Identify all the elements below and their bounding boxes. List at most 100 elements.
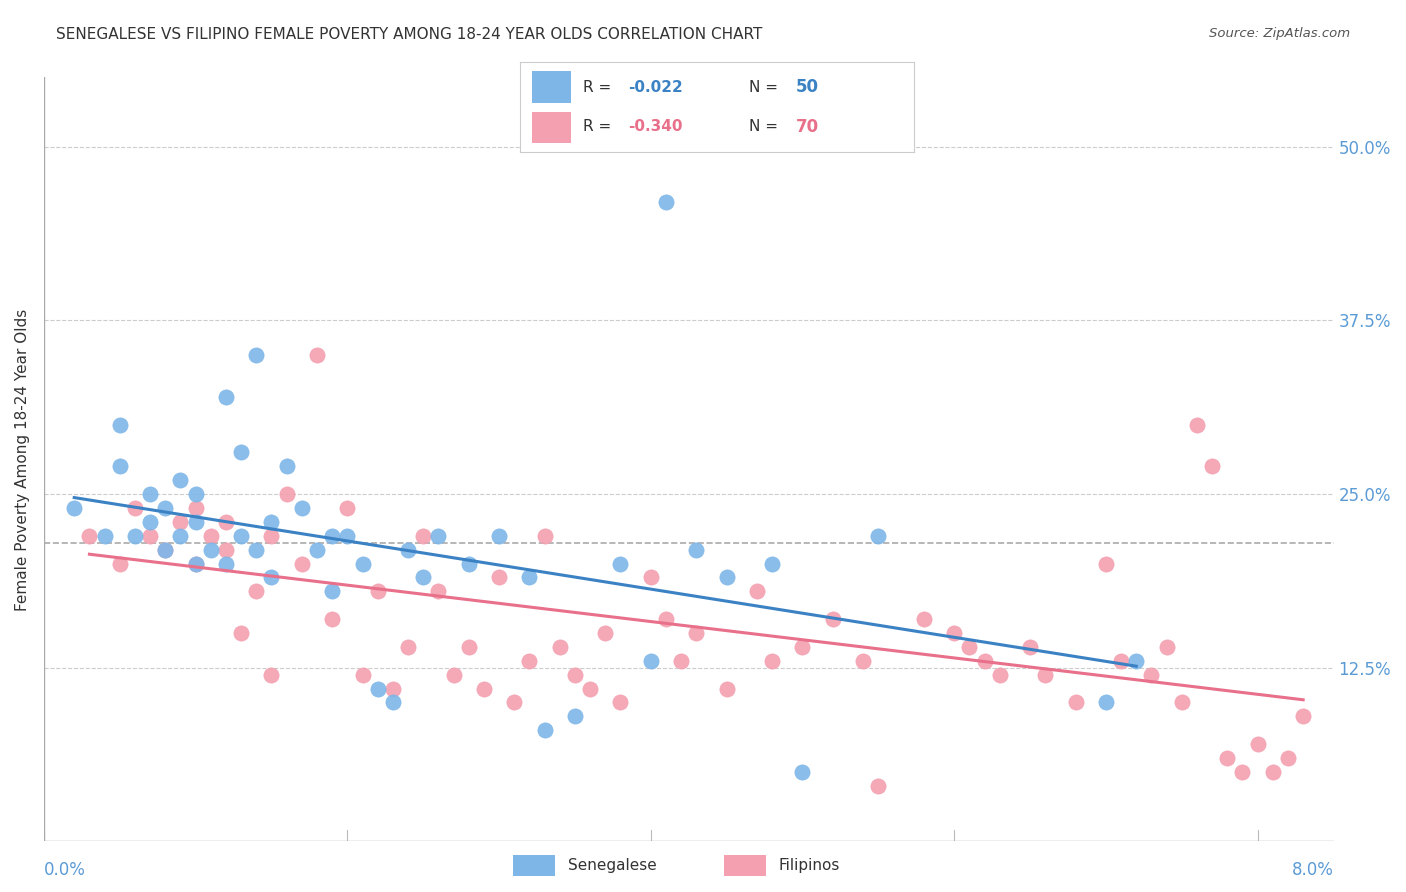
Point (215, 557, 238, 571)
Point (852, 654, 875, 668)
Point (533, 723, 555, 738)
Point (1185, 417, 1208, 432)
Bar (513, 855, 555, 876)
Text: 8.0%: 8.0% (1292, 861, 1333, 879)
Point (1277, 751, 1299, 765)
Point (579, 681, 602, 696)
Point (1292, 709, 1315, 723)
Point (716, 570, 738, 584)
Point (79, 529, 101, 543)
Point (472, 681, 495, 696)
Point (155, 542, 177, 557)
Point (321, 584, 343, 599)
Point (381, 681, 404, 696)
Point (1232, 764, 1254, 779)
Point (124, 529, 146, 543)
Point (139, 529, 162, 543)
Point (229, 626, 252, 640)
Point (245, 348, 267, 362)
Point (336, 529, 359, 543)
Point (215, 542, 238, 557)
Point (821, 612, 844, 626)
Point (519, 654, 541, 668)
Text: R =: R = (583, 80, 616, 95)
Point (276, 459, 298, 474)
Text: N =: N = (748, 80, 782, 95)
Point (352, 557, 374, 571)
Point (412, 529, 434, 543)
Text: SENEGALESE VS FILIPINO FEMALE POVERTY AMONG 18-24 YEAR OLDS CORRELATION CHART: SENEGALESE VS FILIPINO FEMALE POVERTY AM… (56, 27, 762, 42)
Bar (531, 112, 571, 143)
Text: 50: 50 (796, 78, 818, 96)
Point (685, 542, 707, 557)
Point (669, 654, 692, 668)
Point (169, 529, 191, 543)
Point (260, 570, 283, 584)
Point (868, 529, 890, 543)
Point (229, 529, 252, 543)
Point (367, 681, 389, 696)
Bar (724, 855, 766, 876)
Point (519, 570, 541, 584)
Point (396, 542, 419, 557)
Point (245, 584, 267, 599)
Point (564, 709, 586, 723)
Text: Filipinos: Filipinos (779, 858, 841, 872)
Point (396, 640, 419, 654)
Point (593, 626, 616, 640)
Point (260, 529, 283, 543)
Text: -0.022: -0.022 (628, 80, 683, 95)
Text: -0.340: -0.340 (628, 120, 683, 134)
Point (957, 640, 980, 654)
Point (1140, 667, 1163, 681)
Text: N =: N = (748, 120, 782, 134)
Point (988, 667, 1011, 681)
Point (488, 570, 510, 584)
Point (868, 779, 890, 793)
Point (761, 654, 783, 668)
Point (215, 515, 238, 529)
Point (745, 584, 768, 599)
Point (457, 557, 479, 571)
Point (184, 487, 207, 501)
Text: R =: R = (583, 120, 616, 134)
Point (276, 487, 298, 501)
Point (155, 542, 177, 557)
Point (609, 557, 631, 571)
Point (1033, 667, 1056, 681)
Point (336, 500, 359, 515)
Point (685, 626, 707, 640)
Point (215, 390, 238, 404)
Point (1064, 695, 1087, 709)
Point (1095, 695, 1118, 709)
Point (943, 626, 966, 640)
Point (124, 500, 146, 515)
Point (1246, 737, 1268, 751)
Point (716, 681, 738, 696)
Point (305, 348, 328, 362)
Point (655, 612, 678, 626)
Point (139, 515, 162, 529)
Point (1261, 764, 1284, 779)
Point (609, 695, 631, 709)
Point (184, 557, 207, 571)
Point (533, 529, 555, 543)
Point (1171, 695, 1194, 709)
Point (503, 695, 526, 709)
Point (412, 570, 434, 584)
Point (245, 542, 267, 557)
Point (169, 473, 191, 487)
Point (291, 557, 314, 571)
Point (973, 654, 995, 668)
Point (457, 640, 479, 654)
Point (548, 640, 571, 654)
Point (200, 529, 222, 543)
Point (427, 529, 450, 543)
Point (792, 764, 814, 779)
Point (184, 515, 207, 529)
Point (1156, 640, 1178, 654)
Point (1019, 640, 1042, 654)
Point (108, 459, 131, 474)
Point (1216, 751, 1239, 765)
Point (1201, 459, 1223, 474)
